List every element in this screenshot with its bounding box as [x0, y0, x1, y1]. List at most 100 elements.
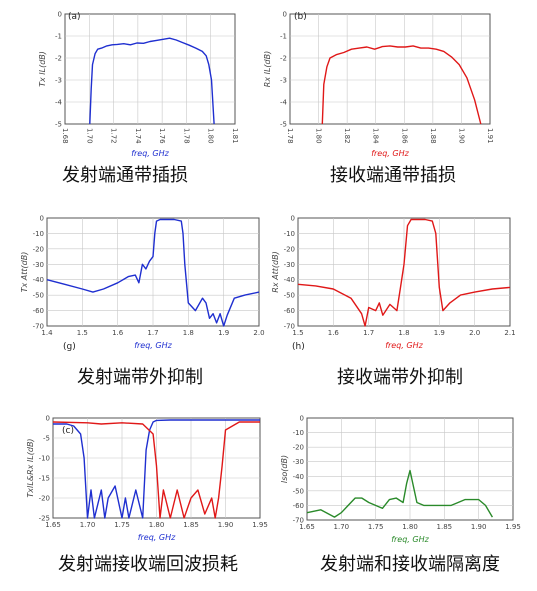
y-axis-label: Rx IL(dB) — [263, 51, 272, 87]
y-tick-label: -3 — [280, 77, 287, 85]
chart-caption: 接收端通带插损 — [330, 165, 456, 186]
y-tick-label: -10 — [39, 455, 50, 463]
x-tick-label: 1.81 — [231, 128, 239, 144]
x-tick-label: 1.75 — [114, 521, 130, 529]
panel-label: (a) — [68, 12, 81, 22]
y-tick-label: -60 — [293, 502, 304, 510]
y-tick-label: -40 — [293, 473, 304, 481]
x-tick-label: 1.4 — [41, 329, 53, 337]
panel-label: (h) — [292, 342, 305, 352]
series-line-h-0 — [297, 218, 511, 327]
y-tick-label: 0 — [283, 11, 287, 19]
y-tick-label: -50 — [284, 292, 295, 300]
x-tick-label: 1.80 — [207, 128, 215, 144]
x-tick-label: 1.68 — [61, 128, 69, 144]
x-tick-label: 1.78 — [286, 128, 294, 144]
x-tick-label: 1.80 — [149, 521, 165, 529]
y-tick-label: 0 — [46, 415, 50, 423]
y-tick-label: -40 — [284, 276, 295, 284]
y-axis-label: Tx Att(dB) — [20, 252, 29, 293]
y-tick-label: -5 — [43, 435, 50, 443]
x-tick-label: 1.65 — [299, 523, 315, 531]
y-axis-label: Tx IL(dB) — [38, 51, 47, 87]
x-tick-label: 1.72 — [110, 128, 118, 144]
x-tick-label: 2.0 — [469, 329, 480, 337]
x-tick-label: 1.82 — [343, 128, 351, 144]
series-line-c-0 — [53, 419, 260, 519]
y-tick-label: -70 — [33, 323, 44, 331]
x-axis-label: freq, GHz — [391, 535, 429, 544]
y-tick-label: -20 — [293, 444, 304, 452]
chart-a: 0 -1 -2 -3 -4 -51.68 1.70 1.72 1.74 1.76 1.78 1.80 1… — [38, 11, 239, 187]
x-tick-label: 1.86 — [400, 128, 408, 144]
y-tick-label: -20 — [284, 245, 295, 253]
series-line-b-0 — [321, 45, 482, 125]
series-line-c-1 — [52, 421, 260, 519]
y-tick-label: -50 — [293, 487, 304, 495]
x-tick-label: 1.6 — [328, 329, 340, 337]
y-tick-label: 0 — [40, 215, 44, 223]
chart-b: 0 -1 -2 -3 -4 -51.78 1.80 1.82 1.84 1.86 1.88 1.90 1… — [263, 11, 494, 187]
x-tick-label: 1.90 — [471, 523, 487, 531]
y-tick-label: -2 — [280, 55, 287, 63]
x-tick-label: 1.80 — [402, 523, 418, 531]
panel-label: (b) — [294, 12, 307, 22]
x-tick-label: 1.84 — [372, 128, 380, 144]
y-tick-label: 0 — [58, 11, 62, 19]
x-tick-label: 2.1 — [504, 329, 515, 337]
y-axis-label: TxIL&Rx IL(dB) — [26, 438, 35, 497]
x-tick-label: 1.5 — [292, 329, 303, 337]
chart-caption: 发射端通带插损 — [62, 165, 188, 186]
x-tick-label: 1.7 — [147, 329, 158, 337]
chart-h: 0 -10 -20 -30 -40 -50 -60 -701.5 1.6 1.7 1.8 1.9 2.0… — [271, 215, 516, 389]
y-tick-label: -40 — [33, 276, 44, 284]
x-tick-label: 2.0 — [253, 329, 264, 337]
x-tick-label: 1.90 — [218, 521, 234, 529]
chart-g: 0 -10 -20 -30 -40 -50 -60 -701.4 1.5 1.6 1.7 1.8 1.9… — [20, 215, 265, 389]
y-tick-label: -10 — [33, 230, 44, 238]
y-tick-label: 0 — [291, 215, 295, 223]
x-axis-label: freq, GHz — [371, 149, 409, 158]
y-tick-label: -1 — [280, 33, 287, 41]
x-tick-label: 1.88 — [429, 128, 437, 144]
x-tick-label: 1.9 — [218, 329, 229, 337]
x-axis-label: freq, GHz — [134, 341, 172, 350]
y-tick-label: -10 — [293, 429, 304, 437]
x-tick-label: 1.70 — [80, 521, 96, 529]
y-tick-label: -4 — [280, 99, 288, 107]
series-line-iso-0 — [306, 469, 494, 518]
x-tick-label: 1.75 — [368, 523, 384, 531]
chart-c: 0 -5 -10 -15 -20 -251.65 1.70 1.75 1.80 1.85 1.90 1… — [26, 415, 268, 576]
y-tick-label: -30 — [284, 261, 295, 269]
y-axis-label: Iso(dB) — [280, 455, 289, 483]
x-tick-label: 1.91 — [486, 128, 494, 144]
x-tick-label: 1.95 — [252, 521, 268, 529]
series-line-g-0 — [46, 218, 260, 327]
y-tick-label: -70 — [293, 517, 304, 525]
x-tick-label: 1.65 — [45, 521, 61, 529]
y-tick-label: -15 — [39, 475, 50, 483]
y-tick-label: -20 — [33, 245, 44, 253]
x-tick-label: 1.6 — [112, 329, 124, 337]
chart-caption: 发射端和接收端隔离度 — [320, 554, 500, 575]
y-tick-label: -3 — [55, 77, 62, 85]
x-tick-label: 1.70 — [334, 523, 350, 531]
y-tick-label: -10 — [284, 230, 295, 238]
x-tick-label: 1.78 — [182, 128, 190, 144]
x-tick-label: 1.8 — [183, 329, 194, 337]
x-axis-label: freq, GHz — [131, 149, 169, 158]
y-tick-label: -25 — [39, 515, 50, 523]
chart-caption: 接收端带外抑制 — [337, 367, 463, 388]
plot-frame — [64, 13, 236, 125]
y-tick-label: -4 — [55, 99, 63, 107]
x-tick-label: 1.76 — [158, 128, 166, 144]
x-tick-label: 1.9 — [434, 329, 445, 337]
chart-caption: 发射端带外抑制 — [77, 367, 203, 388]
x-tick-label: 1.85 — [437, 523, 453, 531]
x-tick-label: 1.5 — [77, 329, 88, 337]
series-line-a-0 — [89, 37, 215, 125]
panel-label: (g) — [63, 342, 76, 352]
x-tick-label: 1.90 — [457, 128, 465, 144]
y-tick-label: -30 — [33, 261, 44, 269]
